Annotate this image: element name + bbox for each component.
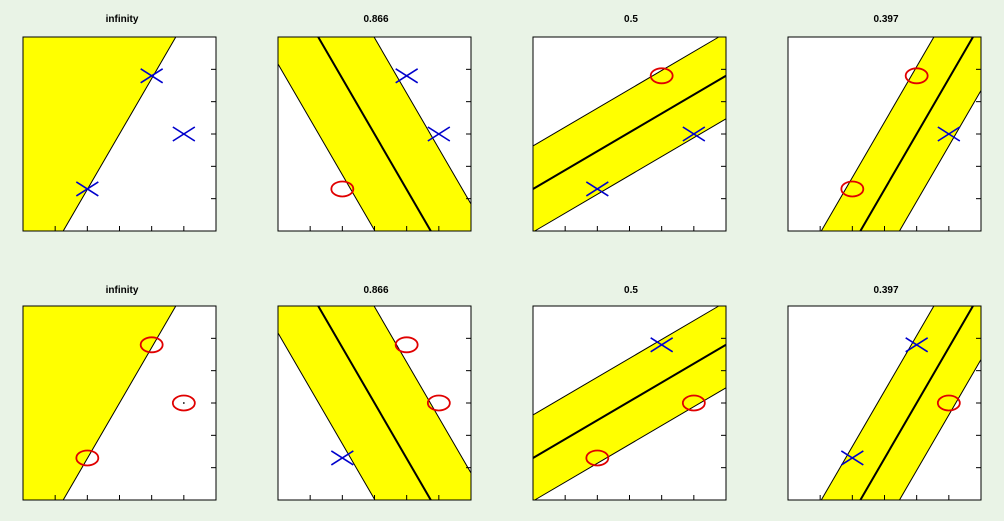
plot-frame	[22, 305, 217, 501]
circle-stroke	[840, 180, 865, 198]
circle-stroke	[936, 394, 961, 412]
panel-title: infinity	[106, 14, 139, 25]
cross-stroke	[140, 68, 164, 84]
band-fill	[533, 306, 726, 500]
panel-3: 0.5	[532, 14, 727, 232]
circle-stroke	[139, 336, 164, 354]
circle-stroke	[649, 67, 674, 85]
band-edge-line	[534, 118, 727, 232]
circle-marker	[139, 336, 164, 354]
panel-title: 0.397	[873, 285, 898, 296]
panel-title: 0.397	[873, 14, 898, 25]
cross-marker	[395, 68, 419, 84]
cross-stroke	[330, 450, 354, 466]
plot-frame	[532, 305, 727, 501]
cross-marker	[172, 126, 196, 142]
circle-marker	[840, 180, 865, 198]
circle-marker	[394, 336, 419, 354]
circle-marker	[75, 449, 100, 467]
plot-frame	[277, 36, 472, 232]
circle-stroke	[585, 449, 610, 467]
cross-stroke	[682, 126, 706, 142]
band-edge-line	[277, 63, 376, 232]
cross-marker	[840, 450, 864, 466]
panel-title: 0.5	[624, 285, 638, 296]
circle-marker	[426, 394, 451, 412]
band-edge-line	[532, 305, 720, 416]
plot-frame	[787, 36, 982, 232]
circle-marker	[936, 394, 961, 412]
band-edge-line	[534, 387, 727, 501]
band-fill	[821, 37, 981, 231]
cross-marker	[585, 181, 609, 197]
band-edge-line	[532, 36, 720, 147]
panel-title: 0.866	[363, 14, 388, 25]
band-edge-line	[899, 359, 982, 501]
band-edge-line	[899, 90, 982, 232]
plot-frame	[277, 305, 472, 501]
cross-marker	[75, 181, 99, 197]
circle-stroke	[904, 67, 929, 85]
decision-line	[532, 74, 727, 190]
circle-stroke	[426, 394, 451, 412]
cross-stroke	[172, 126, 196, 142]
band-fill	[23, 306, 176, 500]
decision-line	[317, 36, 432, 232]
cross-marker	[330, 450, 354, 466]
plot-frame	[22, 36, 217, 232]
panel-6: 0.866	[277, 285, 472, 501]
circle-stroke	[394, 336, 419, 354]
cross-stroke	[840, 450, 864, 466]
panel-4: 0.397	[787, 14, 982, 232]
circle-marker	[649, 67, 674, 85]
cross-stroke	[75, 181, 99, 197]
decision-line	[859, 305, 974, 501]
circle-stroke	[75, 449, 100, 467]
cross-stroke	[427, 126, 451, 142]
circle-stroke	[330, 180, 355, 198]
band-edge-line	[373, 305, 472, 474]
circle-marker	[585, 449, 610, 467]
plot-frame	[532, 36, 727, 232]
cross-marker	[650, 337, 674, 353]
panel-title: 0.5	[624, 14, 638, 25]
panel-8: 0.397	[787, 285, 982, 501]
band-edge-line	[277, 332, 376, 501]
cross-marker	[682, 126, 706, 142]
cross-stroke	[905, 337, 929, 353]
circle-marker	[681, 394, 706, 412]
circle-center-dot	[182, 402, 185, 404]
circle-marker	[330, 180, 355, 198]
cross-marker	[937, 126, 961, 142]
cross-stroke	[937, 126, 961, 142]
cross-stroke	[650, 337, 674, 353]
band-edge-line	[820, 36, 935, 232]
cross-marker	[140, 68, 164, 84]
band-fill	[23, 37, 176, 231]
band-edge-line	[373, 36, 472, 205]
decision-line	[317, 305, 432, 501]
panel-2: 0.866	[277, 14, 472, 232]
circle-marker	[904, 67, 929, 85]
cross-marker	[427, 126, 451, 142]
panel-1: infinity	[22, 14, 217, 232]
cross-marker	[905, 337, 929, 353]
panel-title: 0.866	[363, 285, 388, 296]
panel-7: 0.5	[532, 285, 727, 501]
panel-title: infinity	[106, 285, 139, 296]
cross-stroke	[585, 181, 609, 197]
cross-stroke	[395, 68, 419, 84]
decision-line	[859, 36, 974, 232]
plot-frame	[787, 305, 982, 501]
panel-5: infinity	[22, 285, 217, 501]
circle-stroke	[171, 394, 196, 412]
band-edge-line	[820, 305, 935, 501]
circle-stroke	[681, 394, 706, 412]
decision-line	[532, 343, 727, 459]
circle-marker	[171, 394, 196, 412]
band-fill	[533, 37, 726, 231]
band-edge-line	[62, 36, 177, 232]
